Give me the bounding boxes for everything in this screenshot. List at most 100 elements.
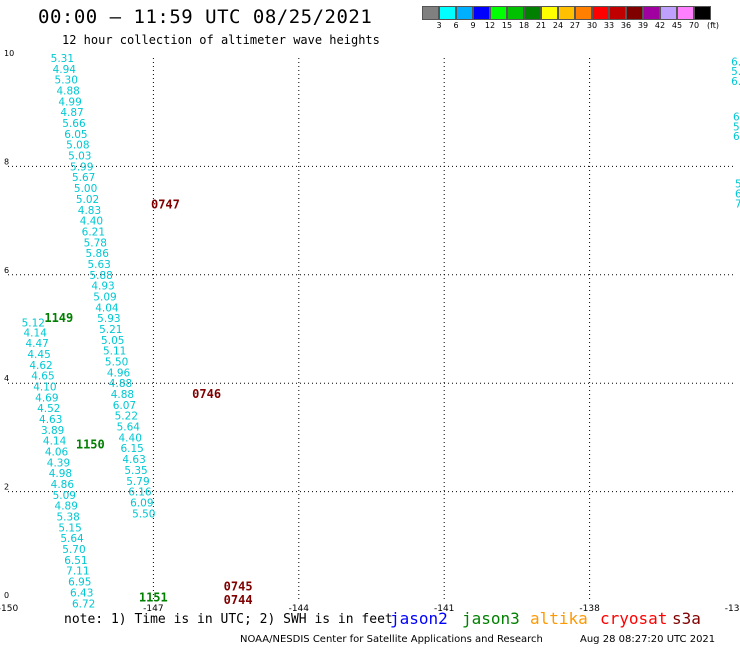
wave-height-value: 5.15 <box>58 522 81 534</box>
wave-height-value: 4.98 <box>49 468 72 480</box>
wave-height-value: 5.64 <box>117 422 141 434</box>
pass-time-label: 0747 <box>151 197 180 211</box>
wave-height-value: 5.50 <box>132 508 155 520</box>
wave-height-value: 4.88 <box>56 86 79 98</box>
color-swatch <box>575 6 592 20</box>
pass-time-label: 0746 <box>192 387 221 401</box>
wave-height-value: 5.12 <box>22 317 45 329</box>
wave-height-value: 6.51 <box>64 555 87 567</box>
legend-item-jason3: jason3 <box>462 609 520 628</box>
wave-height-value: 5.99 <box>70 161 93 173</box>
latitude-label: 10 <box>4 49 14 58</box>
wave-height-points: 5.314.945.304.884.994.875.666.055.085.03… <box>22 53 740 610</box>
wave-height-value: 5.21 <box>99 324 122 336</box>
wave-height-value: 6.16 <box>128 487 152 499</box>
wave-height-value: 5.93 <box>97 313 120 325</box>
wave-height-value: 4.96 <box>107 367 131 379</box>
wave-height-value: 5.30 <box>55 75 78 87</box>
wave-height-value: 6.6 <box>731 76 740 88</box>
wave-height-value: 6.07 <box>113 400 136 412</box>
color-swatch <box>490 6 507 20</box>
legend-item-jason2: jason2 <box>390 609 448 628</box>
wave-height-value: 5.78 <box>84 237 107 249</box>
wave-height-value: 4.14 <box>24 327 48 339</box>
wave-height-value: 4.99 <box>58 96 81 108</box>
latitude-label: 0 <box>4 591 9 600</box>
wave-height-value: 4.87 <box>60 107 83 119</box>
color-scale-tick: 12 <box>484 21 496 30</box>
wave-height-value: 4.89 <box>55 501 78 513</box>
wave-height-value: 5.70 <box>62 544 85 556</box>
color-swatch <box>473 6 490 20</box>
latitude-label: 4 <box>4 374 9 383</box>
wave-height-value: 4.06 <box>45 446 69 458</box>
wave-height-value: 4.45 <box>27 349 50 361</box>
longitude-label: -141 <box>434 604 454 614</box>
color-swatch <box>456 6 473 20</box>
color-swatch <box>677 6 694 20</box>
footer-note: note: 1) Time is in UTC; 2) SWH is in fe… <box>64 612 393 627</box>
color-scale-tick: 39 <box>637 21 649 30</box>
color-swatch <box>524 6 541 20</box>
longitude-label: -135 <box>725 604 740 614</box>
footer-timestamp: Aug 28 08:27:20 UTC 2021 <box>580 634 716 645</box>
wave-height-value: 4.10 <box>33 381 56 393</box>
wave-height-value: 4.40 <box>119 432 142 444</box>
longitude-label: -147 <box>143 604 163 614</box>
color-swatch <box>660 6 677 20</box>
wave-height-value: 7.0 <box>735 198 740 210</box>
wave-height-value: 6.0 <box>733 112 740 124</box>
wave-height-value: 4.47 <box>25 338 48 350</box>
wave-height-value: 4.65 <box>31 371 54 383</box>
longitude-label: -150 <box>0 604 18 614</box>
wave-height-value: 6.95 <box>68 577 91 589</box>
longitude-label: -138 <box>579 604 600 614</box>
legend-item-s3a: s3a <box>672 609 701 628</box>
color-scale-tick: 9 <box>470 21 476 30</box>
color-swatch <box>626 6 643 20</box>
color-scale-tick: 33 <box>603 21 615 30</box>
color-swatch <box>422 6 439 20</box>
color-swatch <box>609 6 626 20</box>
color-scale-tick: 45 <box>671 21 683 30</box>
legend-item-altika: altika <box>530 609 588 628</box>
wave-height-value: 5.09 <box>93 291 116 303</box>
wave-height-value: 4.39 <box>47 457 70 469</box>
wave-height-value: 4.94 <box>53 64 77 76</box>
pass-time-label: 1149 <box>44 311 73 325</box>
wave-height-value: 4.93 <box>91 281 114 293</box>
wave-height-value: 5.03 <box>68 151 91 163</box>
color-scale-tick: 27 <box>569 21 581 30</box>
wave-height-value: 4.69 <box>35 392 58 404</box>
wave-height-value: 5.08 <box>66 140 89 152</box>
pass-time-label: 1151 <box>139 590 168 604</box>
longitude-label: -144 <box>289 604 310 614</box>
wave-height-value: 6.2 <box>733 131 740 143</box>
color-scale-tick: 3 <box>436 21 442 30</box>
wave-height-value: 5.79 <box>126 476 149 488</box>
wave-height-value: 5.88 <box>89 270 112 282</box>
wave-height-value: 5.11 <box>103 346 126 358</box>
page-subtitle: 12 hour collection of altimeter wave hei… <box>62 33 380 47</box>
wave-height-value: 5.50 <box>105 357 128 369</box>
wave-height-value: 3.89 <box>41 425 64 437</box>
wave-height-value: 5.64 <box>60 533 84 545</box>
wave-height-value: 5.66 <box>62 118 86 130</box>
wave-height-value: 4.86 <box>51 479 75 491</box>
color-scale-tick: 24 <box>552 21 564 30</box>
wave-height-value: 4.04 <box>95 302 119 314</box>
wave-height-value: 5.38 <box>56 512 79 524</box>
wave-height-value: 4.88 <box>111 389 134 401</box>
wave-height-value: 4.62 <box>29 360 52 372</box>
wave-height-value: 4.63 <box>122 454 145 466</box>
wave-height-value: 5.86 <box>86 248 110 260</box>
color-scale-unit: (ft) <box>706 21 720 30</box>
latitude-label: 6 <box>4 266 9 275</box>
wave-height-value: 4.52 <box>37 403 60 415</box>
wave-height-value: 4.83 <box>78 205 101 217</box>
color-scale-tick: 36 <box>620 21 632 30</box>
color-scale-tick: 70 <box>688 21 700 30</box>
